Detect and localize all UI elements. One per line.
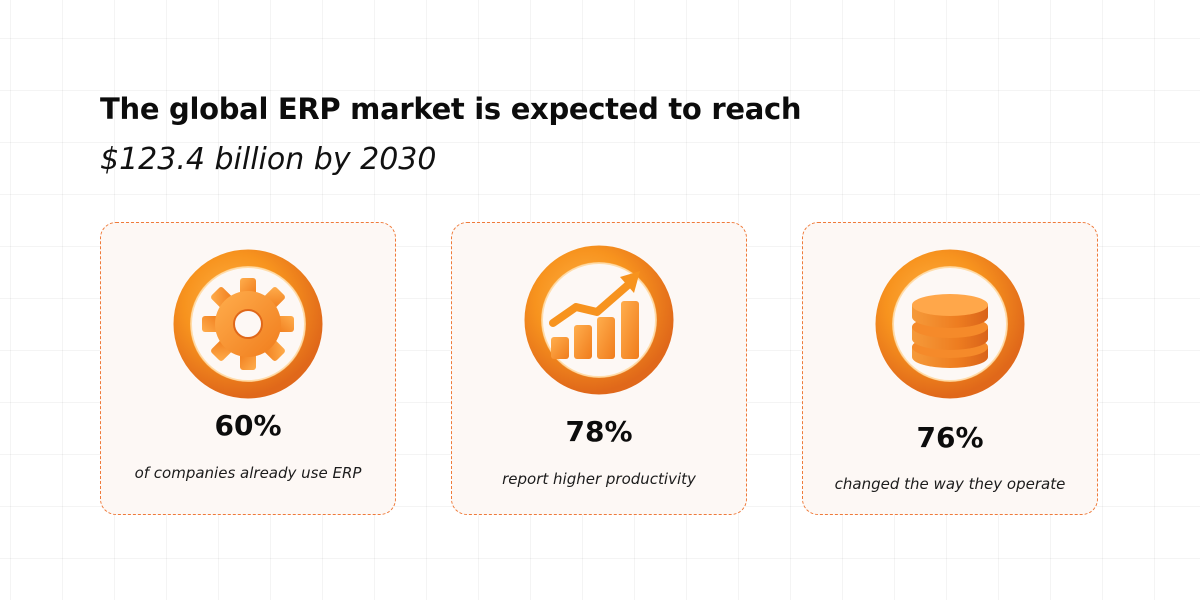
subheadline: $123.4 billion by 2030 [100, 142, 437, 177]
stat-value: 60% [214, 409, 282, 442]
stat-card-higher-productivity: 78% report higher productivity [451, 222, 747, 515]
stat-caption: of companies already use ERP [134, 464, 362, 482]
growth-chart-icon [524, 245, 674, 395]
stat-value: 78% [565, 415, 633, 448]
stat-caption: report higher productivity [502, 470, 696, 488]
coin-stack-icon [875, 249, 1025, 399]
stat-value: 76% [916, 421, 984, 454]
stat-card-companies-using-erp: 60% of companies already use ERP [100, 222, 396, 515]
stat-caption: changed the way they operate [834, 475, 1066, 493]
gear-icon [173, 249, 323, 399]
stat-card-changed-operations: 76% changed the way they operate [802, 222, 1098, 515]
headline: The global ERP market is expected to rea… [100, 92, 802, 126]
